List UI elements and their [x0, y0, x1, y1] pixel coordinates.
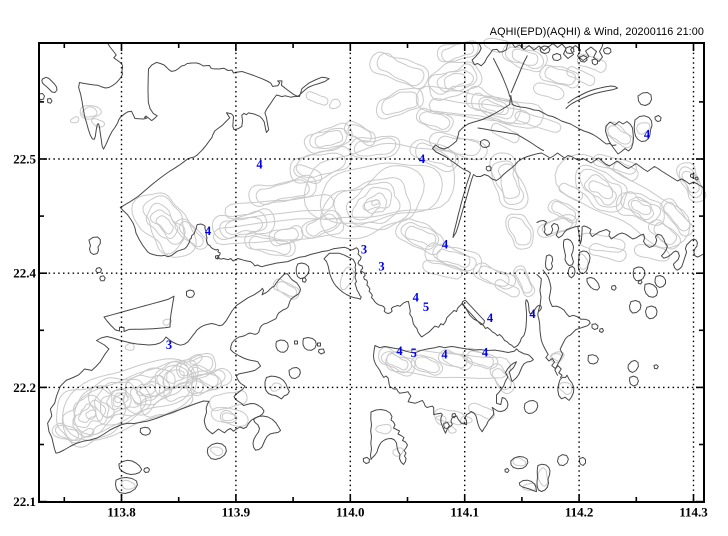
svg-text:4: 4	[419, 152, 426, 166]
svg-text:3: 3	[166, 338, 172, 352]
svg-text:114.1: 114.1	[450, 505, 479, 520]
svg-text:4: 4	[487, 311, 494, 325]
svg-text:4: 4	[256, 158, 263, 172]
svg-text:22.4: 22.4	[13, 266, 36, 281]
svg-text:4: 4	[413, 291, 420, 305]
svg-text:113.9: 113.9	[222, 505, 251, 520]
svg-text:4: 4	[529, 307, 536, 321]
svg-text:AQHI(EPD)(AQHI) & Wind, 202001: AQHI(EPD)(AQHI) & Wind, 20200116 21:00	[490, 26, 704, 38]
svg-text:4: 4	[441, 348, 448, 362]
svg-text:5: 5	[411, 346, 417, 360]
svg-text:4: 4	[644, 128, 651, 142]
svg-text:22.5: 22.5	[13, 152, 36, 167]
svg-text:4: 4	[205, 224, 212, 238]
svg-text:4: 4	[396, 344, 403, 358]
svg-text:114.3: 114.3	[679, 505, 708, 520]
svg-text:22.1: 22.1	[13, 494, 36, 509]
svg-text:113.8: 113.8	[107, 505, 136, 520]
svg-text:114.2: 114.2	[565, 505, 594, 520]
svg-text:5: 5	[423, 300, 429, 314]
svg-text:114.0: 114.0	[336, 505, 365, 520]
svg-text:4: 4	[442, 238, 449, 252]
svg-text:4: 4	[482, 346, 489, 360]
svg-text:22.2: 22.2	[13, 380, 36, 395]
svg-text:3: 3	[361, 243, 367, 257]
svg-text:3: 3	[378, 260, 384, 274]
